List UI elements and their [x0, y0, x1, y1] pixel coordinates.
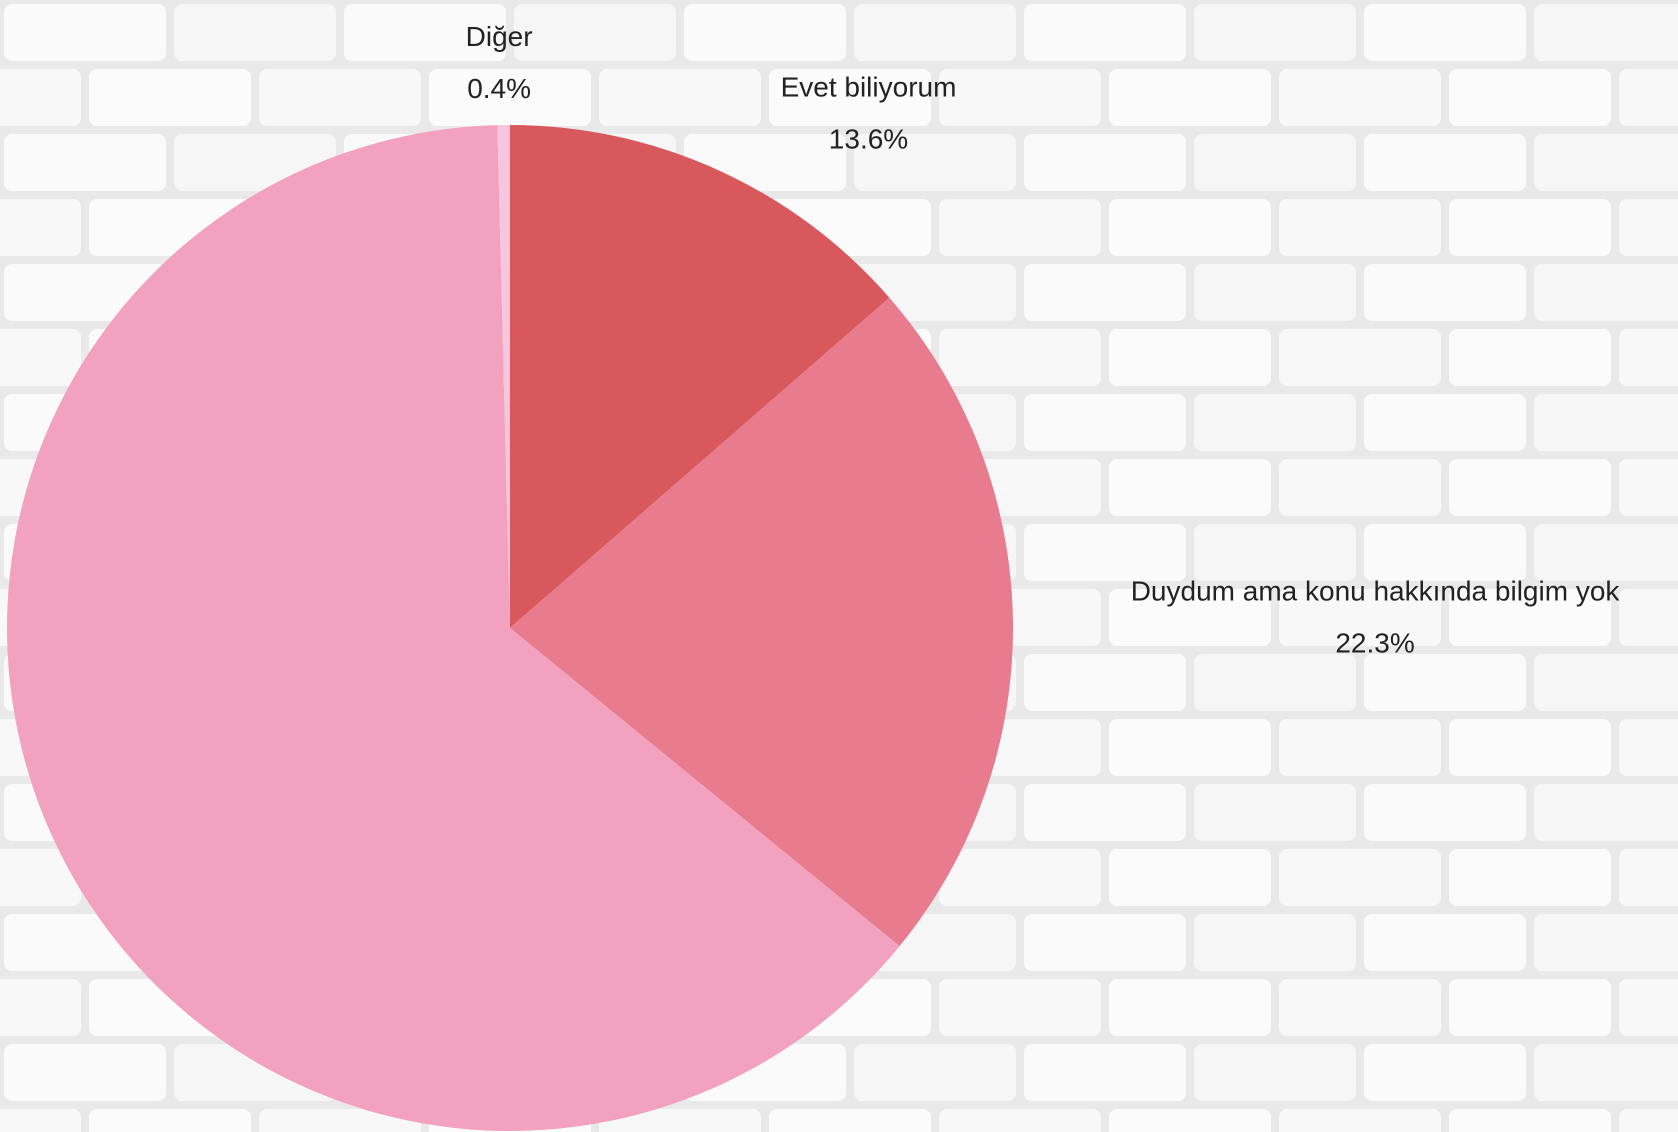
slice-value-label: 22.3%	[1335, 628, 1414, 659]
pie	[6, 125, 1013, 1131]
pie-slice	[6, 125, 900, 1131]
pie-slice	[497, 125, 510, 628]
slice-label: Diğer	[466, 21, 533, 52]
slice-value-label: 13.6%	[829, 124, 908, 155]
slice-value-label: 0.4%	[467, 73, 531, 104]
pie-slice	[510, 297, 1013, 947]
slice-label: Duydum ama konu hakkında bilgim yok	[1131, 576, 1621, 607]
slice-label: Evet biliyorum	[781, 72, 957, 103]
pie-slice	[510, 125, 890, 628]
labels: Evet biliyorum 13.6% Duydum ama konu hakkı…	[466, 21, 1621, 658]
